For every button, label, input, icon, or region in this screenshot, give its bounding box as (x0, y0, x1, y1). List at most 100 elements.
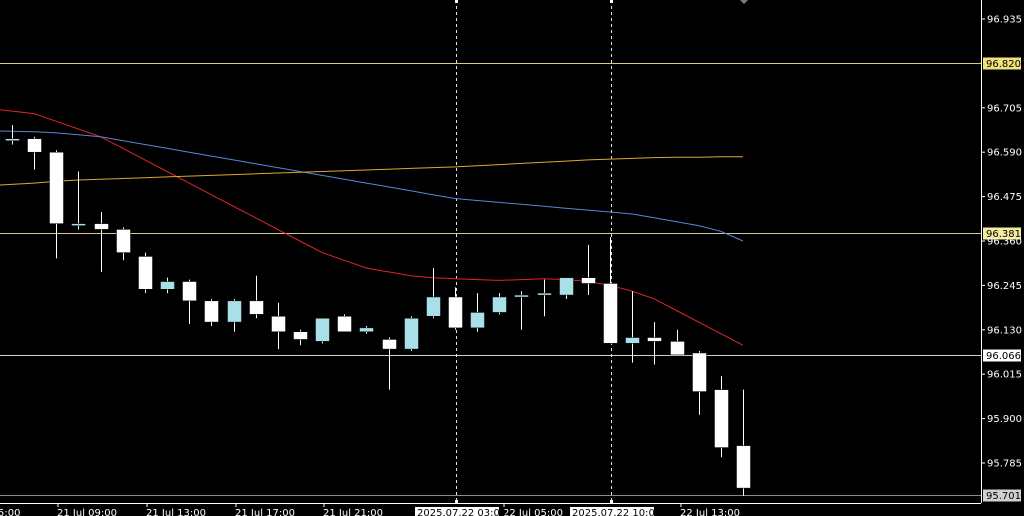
candle-body (160, 281, 175, 290)
candle-body (581, 277, 596, 284)
price-level-label: 95.701 (986, 491, 1021, 502)
candle[interactable] (382, 337, 397, 390)
candle[interactable] (625, 291, 640, 363)
moving-average-line (0, 130, 744, 242)
time-tick-label: 21 Jul 17:00 (235, 508, 295, 516)
candle-body (227, 300, 242, 323)
price-level-label: 96.066 (986, 351, 1021, 362)
candle[interactable] (182, 279, 197, 325)
candle[interactable] (559, 277, 574, 299)
price-level-label: 96.381 (986, 229, 1021, 240)
price-level-badge (983, 349, 1021, 362)
candle[interactable] (714, 376, 729, 458)
price-tick-label: 96.130 (987, 325, 1022, 336)
candle[interactable] (271, 302, 286, 350)
vertical-marker-dot (455, 0, 458, 3)
candle-body (359, 327, 374, 332)
candle[interactable] (49, 150, 64, 259)
candle[interactable] (537, 279, 552, 317)
price-tick-label: 96.935 (987, 15, 1022, 26)
candle-body (271, 316, 286, 332)
candle-body (116, 229, 131, 253)
vertical-marker-dot (610, 500, 613, 503)
candle[interactable] (603, 237, 618, 344)
candle-body (736, 445, 751, 489)
candle-body (27, 138, 42, 153)
candles (5, 125, 751, 496)
price-level-label: 96.820 (986, 59, 1021, 70)
candle-body (470, 312, 485, 329)
price-tick-label: 96.360 (987, 237, 1022, 248)
candle-body (49, 151, 64, 224)
candle-body (204, 300, 219, 323)
candle[interactable] (359, 325, 374, 334)
candle[interactable] (448, 287, 463, 330)
candle[interactable] (337, 314, 352, 332)
candle[interactable] (426, 268, 441, 319)
price-axis[interactable]: 96.935 96.705 96.590 96.475 96.360 96.245 96.1… (981, 0, 1022, 503)
candle-body (249, 300, 264, 315)
scroll-marker-icon[interactable] (740, 0, 748, 4)
candle[interactable] (5, 125, 20, 145)
candle[interactable] (160, 277, 175, 294)
candle-body (603, 283, 618, 344)
price-level-badge (983, 227, 1021, 240)
candle-body (71, 223, 86, 226)
time-tick-label: 21 Jul 09:00 (57, 508, 117, 516)
highlighted-time-label: 2025.07.22 10:00 (572, 508, 661, 516)
moving-averages (0, 109, 744, 346)
candle-body (559, 277, 574, 296)
vertical-marker-dot (610, 0, 613, 3)
candle[interactable] (581, 244, 596, 296)
candle[interactable] (94, 212, 109, 272)
price-level-badge (983, 57, 1021, 70)
price-tick-label: 95.900 (987, 414, 1022, 425)
highlighted-time-badge (415, 507, 499, 516)
time-tick-label: 22 Jul 05:00 (503, 508, 563, 516)
candle[interactable] (71, 171, 86, 230)
time-axis[interactable]: 5:00 21 Jul 09:00 21 Jul 13:00 21 Jul 17:00… (0, 503, 981, 516)
candle[interactable] (470, 293, 485, 332)
price-tick-label: 96.590 (987, 148, 1022, 159)
moving-average-line (0, 109, 744, 346)
time-tick-label: 21 Jul 21:00 (323, 508, 383, 516)
candle-body (714, 389, 729, 448)
candle-body (537, 292, 552, 296)
candle[interactable] (116, 227, 131, 261)
moving-average-line (0, 156, 743, 186)
price-tick-label: 96.475 (987, 192, 1022, 203)
candle[interactable] (27, 136, 42, 170)
vertical-markers (455, 0, 613, 503)
highlighted-time-label: 2025.07.22 03:00 (417, 508, 506, 516)
price-tick-label: 96.705 (987, 103, 1022, 114)
candle-body (182, 281, 197, 302)
candle[interactable] (492, 293, 507, 315)
candle[interactable] (293, 329, 308, 346)
price-tick-label: 96.245 (987, 281, 1022, 292)
candle-body (647, 337, 662, 342)
time-tick-label: 5:00 (0, 508, 20, 516)
candle[interactable] (138, 252, 153, 294)
candle[interactable] (647, 322, 662, 365)
candle-body (94, 223, 109, 230)
candle[interactable] (204, 298, 219, 326)
price-tick-label: 96.015 (987, 370, 1022, 381)
candle-body (138, 256, 153, 290)
price-levels: 96.820 96.381 96.066 95.701 (0, 57, 1021, 502)
time-tick-label: 22 Jul 13:00 (680, 508, 740, 516)
vertical-marker-dot (455, 500, 458, 503)
candle[interactable] (736, 389, 751, 496)
candle-body (5, 138, 20, 141)
candle[interactable] (249, 275, 264, 319)
candle[interactable] (227, 298, 242, 332)
candle[interactable] (670, 329, 685, 356)
candle[interactable] (692, 351, 707, 415)
price-level-badge (983, 489, 1021, 502)
candle-body (514, 294, 529, 298)
candle-body (670, 341, 685, 356)
candle[interactable] (514, 291, 529, 330)
candle[interactable] (404, 316, 419, 352)
candle[interactable] (315, 317, 330, 344)
candle-body (448, 296, 463, 329)
